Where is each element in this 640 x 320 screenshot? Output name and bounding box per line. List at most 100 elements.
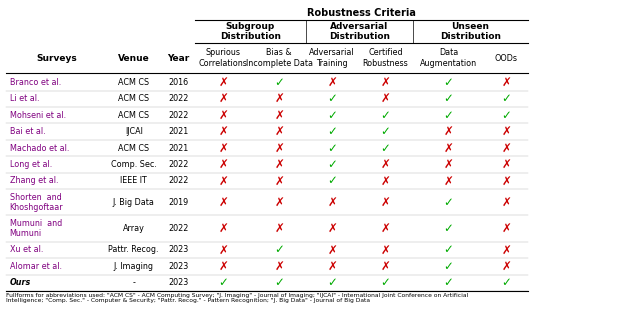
- Text: ✗: ✗: [275, 260, 284, 273]
- Text: ✗: ✗: [501, 174, 511, 188]
- Text: ACM CS: ACM CS: [118, 144, 149, 153]
- Text: Mumuni  and
Mumuni: Mumuni and Mumuni: [10, 219, 62, 238]
- Text: ✗: ✗: [327, 76, 337, 89]
- Text: ✓: ✓: [444, 92, 454, 105]
- Text: ACM CS: ACM CS: [118, 78, 149, 87]
- Text: ✓: ✓: [327, 125, 337, 138]
- Text: ✗: ✗: [381, 244, 390, 257]
- Text: Zhang et al.: Zhang et al.: [10, 176, 58, 185]
- Text: ✗: ✗: [501, 125, 511, 138]
- Text: ✗: ✗: [381, 92, 390, 105]
- Text: 2019: 2019: [168, 198, 188, 207]
- Text: ✗: ✗: [218, 92, 228, 105]
- Text: Mohseni et al.: Mohseni et al.: [10, 111, 66, 120]
- Text: ✓: ✓: [444, 109, 454, 122]
- Text: Branco et al.: Branco et al.: [10, 78, 61, 87]
- Text: Surveys: Surveys: [36, 53, 77, 63]
- Text: ✓: ✓: [381, 125, 390, 138]
- Text: Adversarial
Distribution: Adversarial Distribution: [329, 22, 390, 41]
- Text: Unseen
Distribution: Unseen Distribution: [440, 22, 501, 41]
- Text: ✓: ✓: [327, 276, 337, 289]
- Text: ✗: ✗: [218, 158, 228, 171]
- Text: ✗: ✗: [275, 158, 284, 171]
- Text: Fullforms for abbreviations used: "ACM CS" - ACM Computing Survey; "J. Imaging" : Fullforms for abbreviations used: "ACM C…: [6, 293, 468, 303]
- Text: ✗: ✗: [218, 109, 228, 122]
- Text: ✗: ✗: [218, 174, 228, 188]
- Text: ✗: ✗: [218, 260, 228, 273]
- Text: ✗: ✗: [327, 222, 337, 235]
- Text: ✗: ✗: [444, 125, 454, 138]
- Text: Subgroup
Distribution: Subgroup Distribution: [220, 22, 281, 41]
- Text: ✓: ✓: [275, 76, 284, 89]
- Text: ✗: ✗: [381, 174, 390, 188]
- Text: ✗: ✗: [275, 125, 284, 138]
- Text: Alomar et al.: Alomar et al.: [10, 262, 61, 271]
- Text: Li et al.: Li et al.: [10, 94, 39, 103]
- Text: 2021: 2021: [168, 127, 188, 136]
- Text: IJCAI: IJCAI: [125, 127, 143, 136]
- Text: 2022: 2022: [168, 111, 188, 120]
- Text: 2021: 2021: [168, 144, 188, 153]
- Text: Long et al.: Long et al.: [10, 160, 52, 169]
- Text: ✓: ✓: [327, 141, 337, 155]
- Text: Array: Array: [123, 224, 145, 233]
- Text: J. Imaging: J. Imaging: [114, 262, 154, 271]
- Text: ✗: ✗: [501, 260, 511, 273]
- Text: ✗: ✗: [275, 222, 284, 235]
- Text: ✗: ✗: [275, 141, 284, 155]
- Text: ✓: ✓: [444, 244, 454, 257]
- Text: ✗: ✗: [501, 196, 511, 209]
- Text: ✗: ✗: [444, 141, 454, 155]
- Text: Data
Augmentation: Data Augmentation: [420, 48, 477, 68]
- Text: Machado et al.: Machado et al.: [10, 144, 69, 153]
- Text: ✗: ✗: [218, 244, 228, 257]
- Text: 2022: 2022: [168, 176, 188, 185]
- Text: 2022: 2022: [168, 224, 188, 233]
- Text: ✓: ✓: [444, 222, 454, 235]
- Text: ✓: ✓: [501, 109, 511, 122]
- Text: Robustness Criteria: Robustness Criteria: [307, 8, 416, 18]
- Text: 2022: 2022: [168, 160, 188, 169]
- Text: J. Big Data: J. Big Data: [113, 198, 155, 207]
- Text: ✗: ✗: [218, 141, 228, 155]
- Text: ✓: ✓: [275, 244, 284, 257]
- Text: ACM CS: ACM CS: [118, 111, 149, 120]
- Text: ✓: ✓: [444, 76, 454, 89]
- Text: Year: Year: [167, 53, 189, 63]
- Text: Shorten  and
Khoshgoftaar: Shorten and Khoshgoftaar: [10, 193, 63, 212]
- Text: Pattr. Recog.: Pattr. Recog.: [108, 245, 159, 254]
- Text: ✗: ✗: [275, 92, 284, 105]
- Text: 2023: 2023: [168, 262, 188, 271]
- Text: ✓: ✓: [444, 260, 454, 273]
- Text: ✓: ✓: [275, 276, 284, 289]
- Text: -: -: [132, 278, 135, 287]
- Text: ✓: ✓: [218, 276, 228, 289]
- Text: Spurious
Correlations: Spurious Correlations: [199, 48, 248, 68]
- Text: ✓: ✓: [501, 92, 511, 105]
- Text: ✗: ✗: [381, 260, 390, 273]
- Text: ✗: ✗: [444, 158, 454, 171]
- Text: ✓: ✓: [381, 141, 390, 155]
- Text: ACM CS: ACM CS: [118, 94, 149, 103]
- Text: ✓: ✓: [327, 158, 337, 171]
- Text: 2016: 2016: [168, 78, 188, 87]
- Text: 2022: 2022: [168, 94, 188, 103]
- Text: Certified
Robustness: Certified Robustness: [363, 48, 408, 68]
- Text: ✓: ✓: [327, 174, 337, 188]
- Text: ✓: ✓: [381, 109, 390, 122]
- Text: ✗: ✗: [501, 76, 511, 89]
- Text: Bai et al.: Bai et al.: [10, 127, 45, 136]
- Text: ✗: ✗: [381, 76, 390, 89]
- Text: ✗: ✗: [381, 158, 390, 171]
- Text: ✗: ✗: [327, 260, 337, 273]
- Text: ✓: ✓: [444, 196, 454, 209]
- Text: ✗: ✗: [275, 174, 284, 188]
- Text: ✗: ✗: [218, 222, 228, 235]
- Text: ✗: ✗: [501, 141, 511, 155]
- Text: ✗: ✗: [218, 196, 228, 209]
- Text: ✗: ✗: [327, 244, 337, 257]
- Text: ✓: ✓: [327, 109, 337, 122]
- Text: ✓: ✓: [444, 276, 454, 289]
- Text: Xu et al.: Xu et al.: [10, 245, 43, 254]
- Text: 2023: 2023: [168, 245, 188, 254]
